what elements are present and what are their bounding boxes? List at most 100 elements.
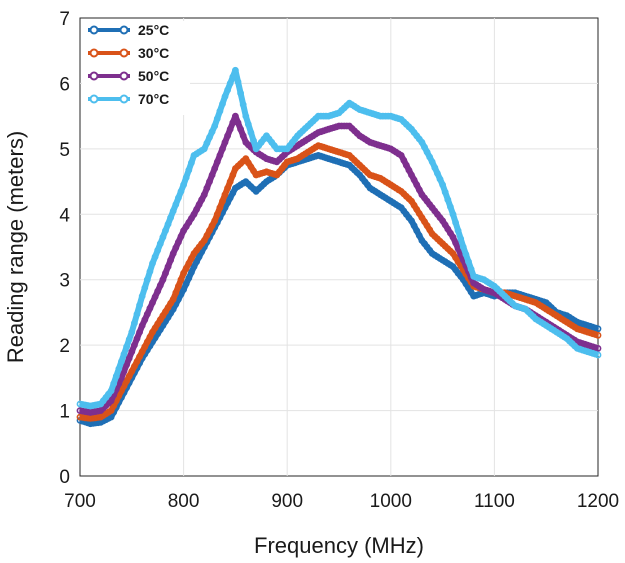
legend-marker — [119, 71, 129, 81]
data-point — [219, 100, 226, 108]
data-point — [130, 319, 138, 327]
data-point — [281, 145, 288, 153]
x-tick-label: 800 — [168, 491, 200, 512]
data-point — [182, 264, 190, 272]
data-point — [110, 402, 118, 410]
data-point — [123, 361, 130, 369]
data-point — [185, 259, 193, 267]
data-point — [250, 137, 257, 145]
data-point — [123, 343, 130, 351]
data-point — [408, 171, 415, 179]
data-point — [224, 132, 231, 140]
data-point — [159, 276, 167, 284]
x-tick-label: 700 — [64, 491, 96, 512]
data-point — [226, 125, 234, 133]
data-point — [180, 269, 187, 277]
data-point — [216, 107, 224, 115]
data-point — [410, 176, 418, 184]
data-point — [415, 186, 423, 194]
data-point — [143, 338, 151, 346]
data-point — [226, 178, 234, 185]
data-point — [219, 197, 226, 205]
data-point — [452, 239, 459, 247]
legend-marker — [89, 25, 99, 35]
data-point — [123, 377, 130, 385]
data-point — [177, 276, 185, 284]
data-point — [107, 387, 115, 395]
data-point — [208, 171, 216, 179]
data-point — [237, 125, 244, 133]
data-point — [133, 310, 141, 318]
legend-label: 30°C — [138, 45, 169, 61]
data-point — [130, 341, 138, 349]
data-point — [167, 214, 174, 221]
data-point — [154, 246, 162, 254]
data-point — [172, 244, 180, 252]
data-point — [226, 80, 234, 87]
data-point — [465, 258, 472, 266]
data-point — [242, 112, 250, 120]
data-point — [431, 164, 439, 172]
data-point — [174, 282, 182, 290]
data-point — [167, 256, 174, 264]
data-point — [162, 227, 169, 234]
data-point — [436, 175, 444, 183]
data-point — [226, 194, 234, 202]
data-point — [187, 159, 195, 167]
data-point — [182, 174, 190, 181]
data-point — [459, 243, 467, 251]
y-axis-label: Reading range (meters) — [3, 131, 28, 363]
data-point — [454, 227, 462, 234]
data-point — [138, 348, 146, 356]
data-point — [128, 367, 136, 375]
data-point — [169, 250, 177, 257]
legend-label: 50°C — [138, 68, 169, 84]
y-axis-ticks: 0 1 2 3 4 5 6 7 — [59, 9, 70, 488]
data-point — [110, 380, 118, 387]
data-point — [229, 189, 237, 197]
data-point — [462, 250, 470, 258]
data-point — [239, 101, 247, 109]
data-point — [234, 78, 242, 86]
x-tick-label: 1200 — [577, 491, 619, 512]
data-point — [159, 233, 167, 241]
data-point — [128, 328, 136, 336]
data-point — [213, 210, 221, 218]
data-point — [229, 171, 237, 179]
x-tick-label: 900 — [271, 491, 303, 512]
data-point — [128, 348, 136, 356]
data-point — [211, 122, 219, 130]
series-2 — [76, 142, 602, 422]
data-point — [136, 353, 143, 360]
data-point — [208, 128, 216, 136]
legend-marker — [119, 25, 129, 35]
data-point — [164, 263, 172, 270]
legend-item: 50°C — [88, 68, 169, 84]
data-point — [190, 210, 198, 218]
data-point — [408, 217, 415, 225]
legend-label: 25°C — [138, 22, 169, 38]
data-point — [413, 227, 421, 234]
data-point — [120, 350, 128, 358]
data-point — [237, 89, 244, 97]
data-point — [441, 188, 449, 196]
data-point — [208, 222, 216, 230]
data-point — [136, 301, 143, 309]
data-point — [200, 191, 208, 199]
data-point — [107, 407, 115, 414]
data-point — [221, 138, 229, 146]
data-point — [457, 235, 465, 243]
data-point — [151, 253, 159, 261]
data-point — [146, 333, 154, 341]
data-point — [107, 397, 115, 405]
data-point — [130, 362, 138, 370]
series-layer — [76, 66, 602, 428]
data-point — [413, 181, 421, 189]
data-point — [120, 367, 128, 375]
data-point — [172, 201, 180, 208]
data-point — [206, 178, 213, 185]
data-point — [133, 358, 141, 365]
data-point — [410, 222, 418, 230]
data-point — [234, 119, 242, 127]
